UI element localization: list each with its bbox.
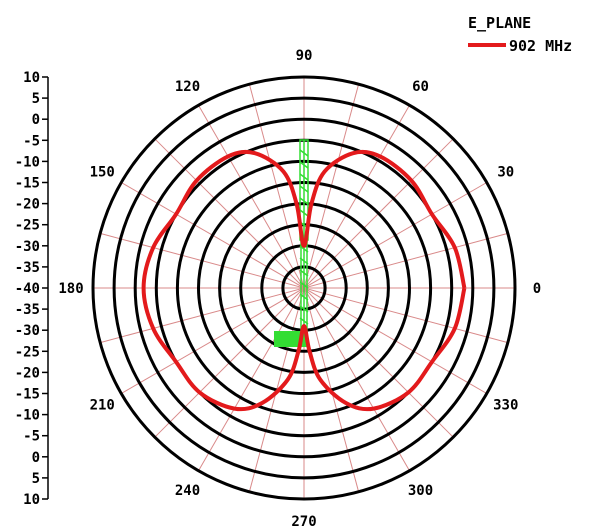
angle-label-30: 30 bbox=[497, 165, 514, 181]
scale-tick-label: -15 bbox=[15, 387, 40, 403]
angle-label-120: 120 bbox=[175, 79, 200, 95]
angle-label-330: 330 bbox=[493, 398, 518, 414]
grid-ring bbox=[133, 117, 475, 459]
angle-label-180: 180 bbox=[58, 281, 83, 297]
scale-tick-label: -40 bbox=[15, 281, 40, 297]
antenna-rung bbox=[299, 161, 309, 169]
scale-tick-label: -35 bbox=[15, 302, 40, 318]
scale-tick-label: -20 bbox=[15, 197, 40, 213]
angle-label-90: 90 bbox=[296, 48, 313, 64]
scale-tick-label: 10 bbox=[23, 70, 40, 86]
radial-scale: 10 5 0 -5 -10 -15 -20 -25 -30 -35 -40 10 5 0 -5 -10 -15 -… bbox=[15, 70, 49, 508]
scale-tick-label: -35 bbox=[15, 260, 40, 276]
antenna-rung bbox=[299, 269, 309, 277]
chart-title: E_PLANE bbox=[468, 14, 531, 32]
antenna-rung bbox=[299, 305, 309, 313]
antenna-rung bbox=[299, 317, 309, 325]
angle-label-240: 240 bbox=[175, 483, 200, 499]
angle-label-150: 150 bbox=[90, 165, 115, 181]
scale-tick-label: -30 bbox=[15, 323, 40, 339]
scale-tick-label: -15 bbox=[15, 176, 40, 192]
scale-tick-label: -5 bbox=[23, 429, 40, 445]
scale-tick-label: 5 bbox=[32, 91, 40, 107]
antenna-rung bbox=[299, 173, 309, 181]
legend-label-902-mhz: 902 MHz bbox=[509, 37, 572, 55]
antenna-rung bbox=[299, 293, 309, 301]
angle-label-0: 0 bbox=[533, 281, 541, 297]
scale-tick-label: -20 bbox=[15, 365, 40, 381]
grid-ring bbox=[112, 96, 496, 480]
scale-tick-label: -10 bbox=[15, 408, 40, 424]
polar-grid bbox=[91, 75, 517, 501]
angle-label-300: 300 bbox=[408, 483, 433, 499]
scale-tick-label: -30 bbox=[15, 239, 40, 255]
antenna-rung bbox=[299, 281, 309, 289]
angle-label-210: 210 bbox=[90, 398, 115, 414]
angle-label-60: 60 bbox=[412, 79, 429, 95]
antenna-rung bbox=[299, 257, 309, 265]
scale-tick-label: 5 bbox=[32, 471, 40, 487]
angle-label-270: 270 bbox=[291, 514, 316, 529]
scale-tick-label: 0 bbox=[32, 112, 40, 128]
grid-ring bbox=[91, 75, 517, 501]
antenna-rung bbox=[299, 149, 309, 157]
antenna-rung bbox=[299, 185, 309, 193]
series-layer bbox=[141, 149, 467, 412]
antenna-rung bbox=[299, 197, 309, 205]
scale-tick-label: -5 bbox=[23, 133, 40, 149]
scale-tick-label: 10 bbox=[23, 492, 40, 508]
angle-labels: 0 30 60 90 120 150 180 210 240 270 300 330 bbox=[58, 48, 541, 529]
scale-tick-label: 0 bbox=[32, 450, 40, 466]
antenna-rung bbox=[299, 245, 309, 253]
antenna-rung bbox=[299, 209, 309, 217]
scale-tick-label: -25 bbox=[15, 344, 40, 360]
scale-tick-label: -10 bbox=[15, 154, 40, 170]
scale-tick-label: -25 bbox=[15, 218, 40, 234]
series-line-0 bbox=[141, 149, 467, 412]
legend: E_PLANE 902 MHz bbox=[468, 14, 572, 55]
